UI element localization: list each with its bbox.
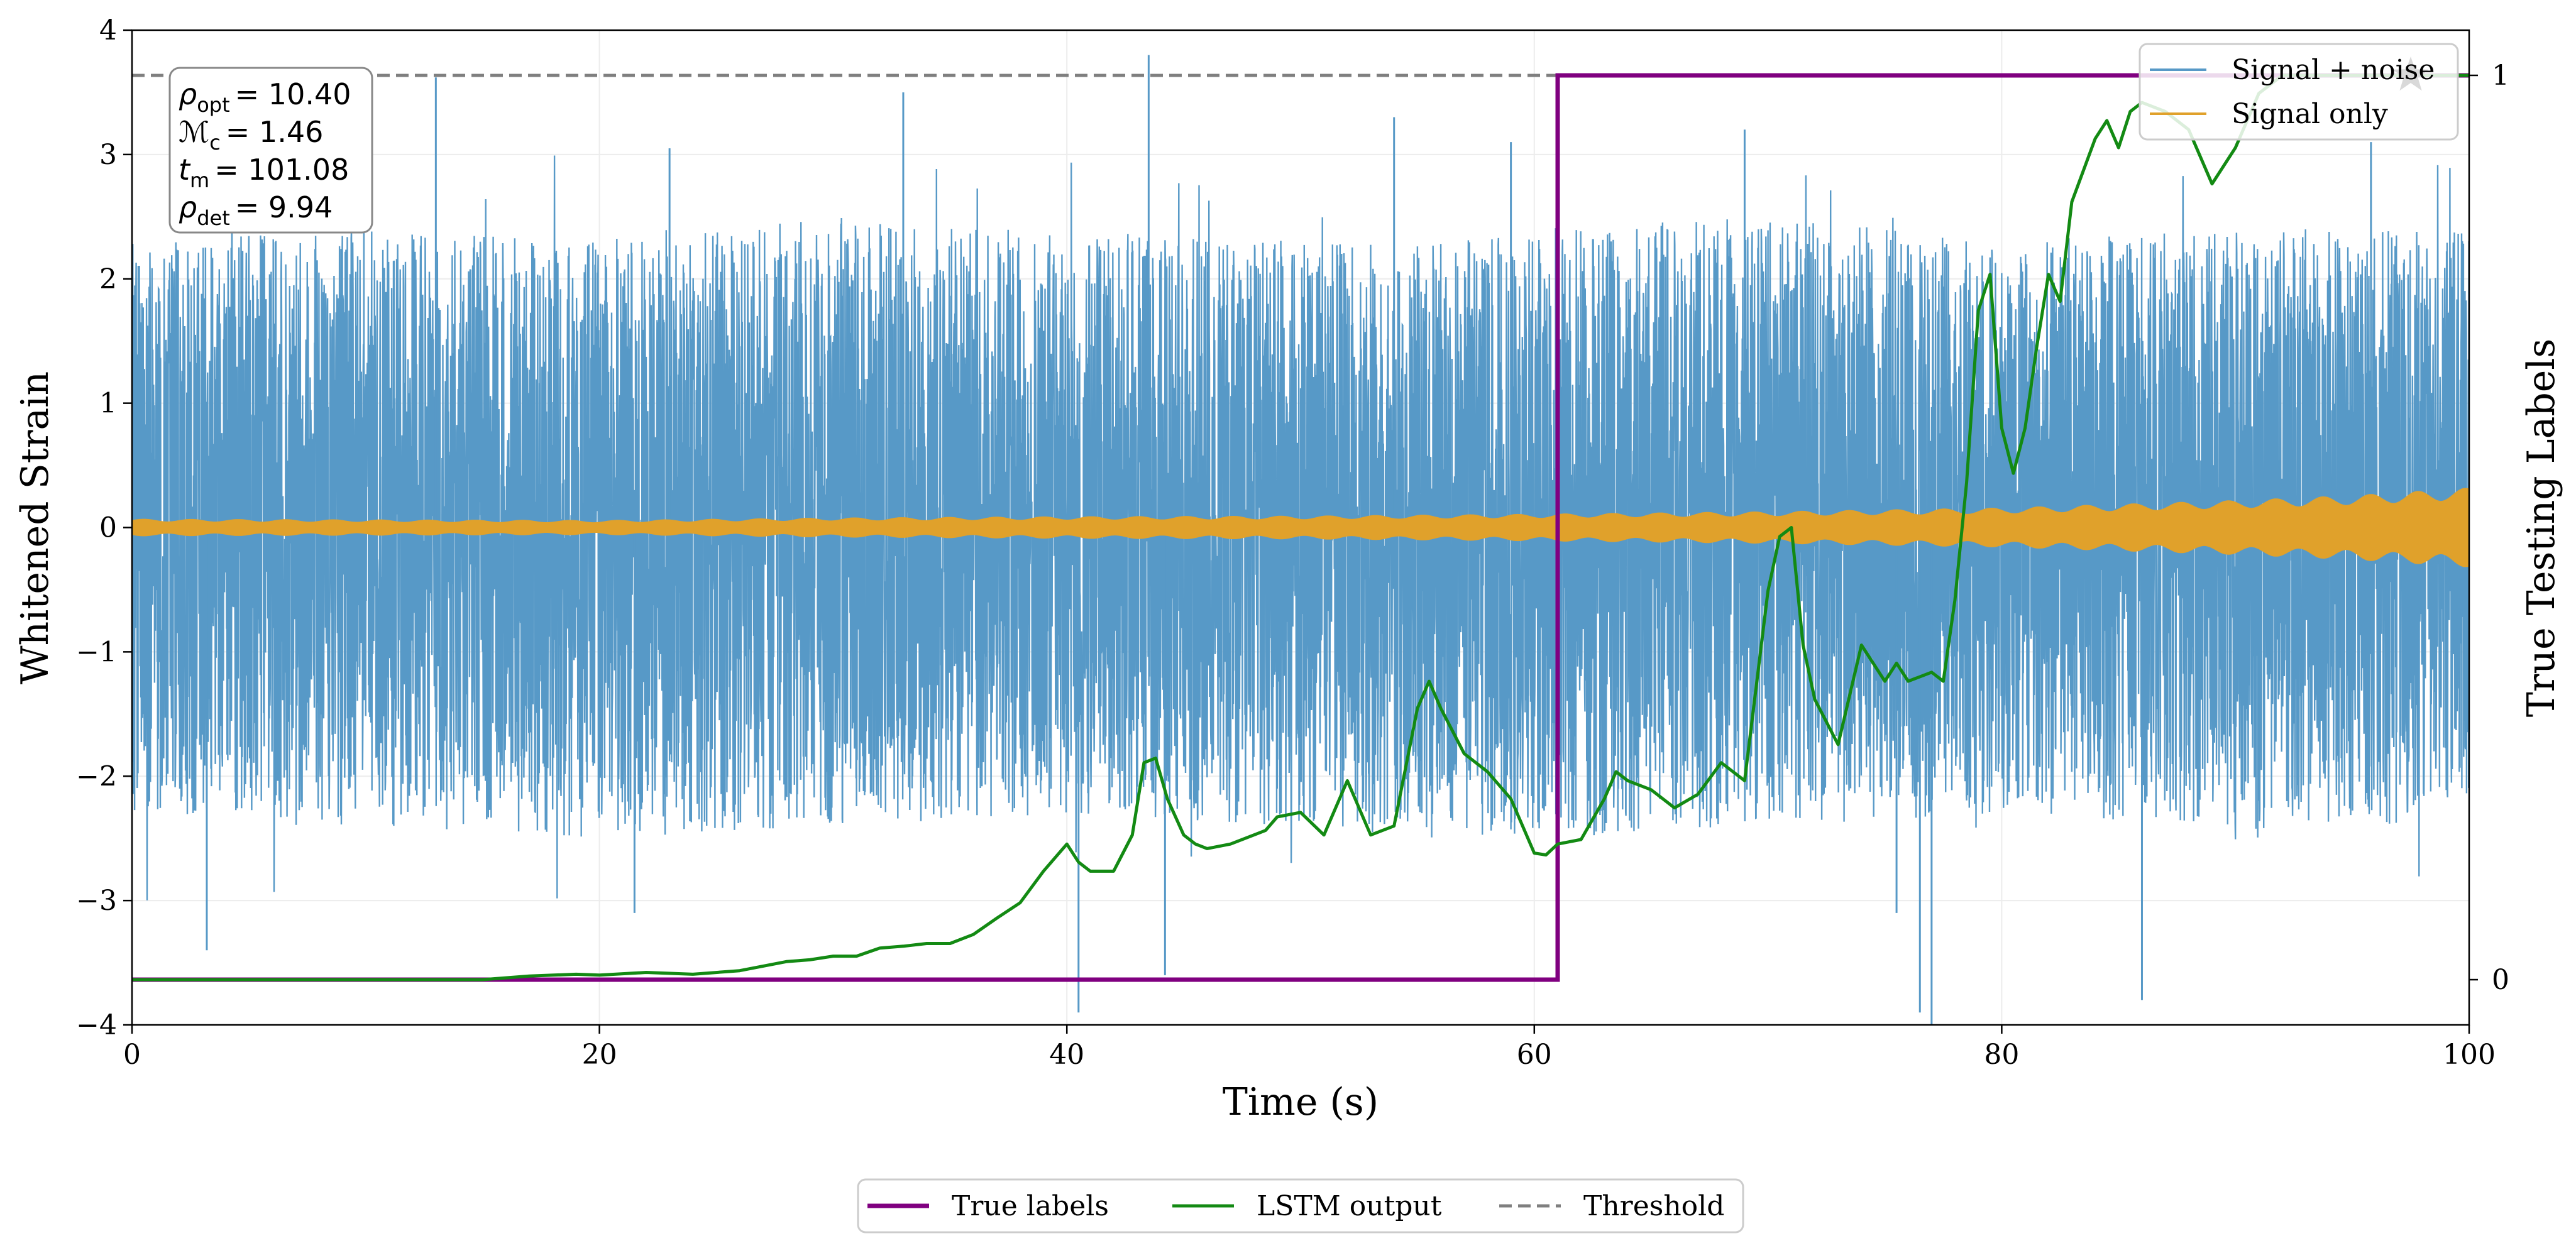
- annotation-line: ρdet = 9.94: [179, 190, 333, 230]
- annotation-line: ℳc = 1.46: [179, 115, 323, 155]
- y-axis-label: Whitened Strain: [13, 371, 57, 684]
- y-tick-label: −3: [76, 885, 117, 917]
- x-tick-label: 0: [123, 1039, 141, 1071]
- y-tick-label: −2: [76, 760, 117, 792]
- annotation-value: = 9.94: [235, 190, 333, 224]
- y-tick-label: 1: [99, 388, 117, 420]
- x-tick-label: 60: [1517, 1039, 1552, 1071]
- x-tick-label: 40: [1049, 1039, 1084, 1071]
- legend-bottom-label: True labels: [952, 1190, 1109, 1222]
- lstm-output-line: [132, 74, 2469, 982]
- legend-bottom-label: Threshold: [1583, 1190, 1724, 1222]
- y2-axis-label: True Testing Labels: [2519, 339, 2563, 718]
- y-tick-label: −1: [76, 636, 117, 668]
- plot-area: [132, 55, 2469, 1025]
- x-tick-label: 20: [582, 1039, 617, 1071]
- legend-top: Signal + noise Signal only: [2138, 43, 2459, 141]
- x-tick-label: 100: [2443, 1039, 2496, 1071]
- annotation-line: tm = 101.08: [179, 153, 349, 192]
- legend-top-frame: [2138, 43, 2459, 141]
- y2-tick-label: 0: [2492, 964, 2509, 996]
- y-tick-label: 3: [99, 139, 117, 171]
- annotation-value: = 1.46: [226, 115, 324, 149]
- legend-bottom: True labels LSTM output Threshold: [857, 1178, 1744, 1234]
- annotation-subscript: det: [197, 206, 230, 230]
- annotation-frame: [168, 67, 373, 234]
- y-tick-label: −4: [76, 1009, 117, 1041]
- legend-bottom-label: LSTM output: [1257, 1190, 1442, 1222]
- signal-only-line: [132, 488, 2469, 567]
- x-axis-label: Time (s): [1223, 1080, 1379, 1124]
- y-tick-label: 0: [99, 512, 117, 544]
- annotation-symbol: t: [179, 153, 191, 187]
- annotation-value: = 10.40: [235, 77, 351, 111]
- x-tick-label: 80: [1984, 1039, 2019, 1071]
- annotation-line: ρopt = 10.40: [179, 77, 351, 117]
- legend-top-label: Signal + noise: [2232, 54, 2435, 86]
- annotation-value: = 101.08: [214, 153, 349, 187]
- y-tick-label: 4: [99, 14, 117, 47]
- y-tick-label: 2: [99, 263, 117, 295]
- annotation-subscript: opt: [197, 93, 229, 117]
- annotation-symbol: ℳ: [179, 115, 209, 149]
- legend-top-label: Signal only: [2232, 98, 2388, 130]
- annotation-symbol: ρ: [179, 190, 197, 224]
- y2-tick-label: 1: [2492, 60, 2509, 92]
- true-labels-line: [132, 73, 2469, 982]
- signal-noise-line: [132, 155, 2469, 900]
- annotation-subscript: c: [209, 131, 221, 155]
- annotation-subscript: m: [190, 168, 209, 192]
- annotation-symbol: ρ: [179, 77, 197, 111]
- legend-bottom-frame: [857, 1178, 1744, 1234]
